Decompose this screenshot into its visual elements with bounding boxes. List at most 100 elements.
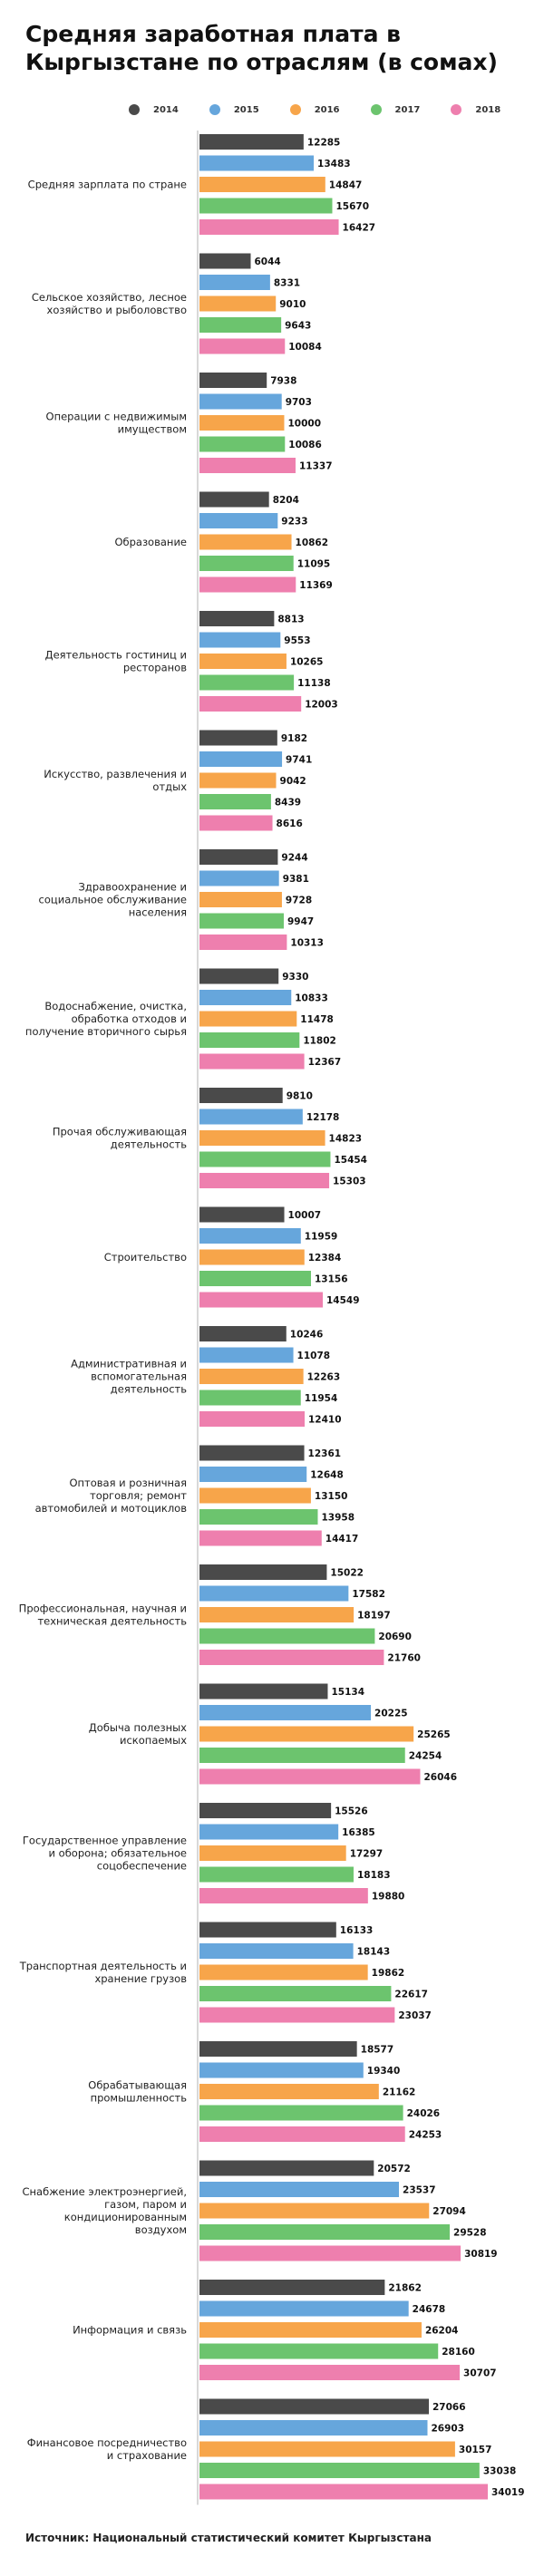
category-label: Профессиональная, научная и xyxy=(19,1603,187,1615)
data-label: 9042 xyxy=(280,776,306,787)
bar-2017 xyxy=(199,1151,331,1167)
bar-2016 xyxy=(199,2084,379,2099)
legend-item-2016: 2016 xyxy=(289,104,340,115)
data-label: 9182 xyxy=(281,733,307,744)
data-label: 26903 xyxy=(431,2424,464,2435)
bar-2015 xyxy=(199,870,279,886)
data-label: 23037 xyxy=(398,2010,432,2021)
data-label: 9947 xyxy=(287,916,314,927)
category-label: Операции с недвижимым xyxy=(46,411,187,423)
bar-2015 xyxy=(199,1705,372,1720)
category-label: кондиционированным xyxy=(64,2211,187,2223)
category-label: вспомогательная xyxy=(91,1370,187,1383)
legend-item-2018: 2018 xyxy=(451,104,500,115)
data-label: 16427 xyxy=(343,223,376,234)
data-label: 8331 xyxy=(274,278,300,289)
legend-item-2014: 2014 xyxy=(129,104,179,115)
bar-2014 xyxy=(199,1326,287,1341)
bar-2015 xyxy=(199,2420,428,2436)
bar-2018 xyxy=(199,2007,395,2023)
data-label: 9728 xyxy=(286,896,312,906)
bar-2015 xyxy=(199,1467,307,1482)
data-label: 30819 xyxy=(464,2249,498,2260)
data-label: 12285 xyxy=(307,138,341,149)
bar-2014 xyxy=(199,134,304,150)
category-label: Административная и xyxy=(71,1358,187,1370)
data-label: 10833 xyxy=(295,993,328,1004)
bar-2015 xyxy=(199,632,281,648)
category-group: Образование 8204 9233 10862 11095 11369 xyxy=(114,491,333,593)
category-group: Административная ивспомогательнаядеятель… xyxy=(71,1326,342,1427)
data-label: 22617 xyxy=(394,1990,428,2000)
data-label: 15022 xyxy=(330,1568,364,1579)
category-label: Снабжение электроэнергией, xyxy=(23,2185,188,2198)
bar-2014 xyxy=(199,1564,327,1580)
data-label: 25265 xyxy=(417,1729,451,1740)
bar-2016 xyxy=(199,534,292,550)
legend-label: 2014 xyxy=(153,104,179,115)
bar-2017 xyxy=(199,794,271,809)
data-label: 20572 xyxy=(377,2164,411,2174)
data-label: 9741 xyxy=(286,755,312,766)
data-label: 13156 xyxy=(315,1274,348,1285)
bar-2015 xyxy=(199,1109,303,1125)
legend-swatch xyxy=(209,104,220,115)
data-label: 11369 xyxy=(299,580,333,591)
data-label: 26046 xyxy=(423,1772,457,1783)
bar-2015 xyxy=(199,393,282,410)
data-label: 18197 xyxy=(357,1611,391,1622)
data-label: 10265 xyxy=(290,657,324,668)
bar-2018 xyxy=(199,338,286,354)
legend-swatch xyxy=(289,104,301,115)
data-label: 12361 xyxy=(308,1448,342,1459)
data-label: 8616 xyxy=(277,818,303,829)
data-label: 13483 xyxy=(317,159,351,169)
data-label: 18143 xyxy=(357,1947,391,1958)
bar-2016 xyxy=(199,1726,414,1742)
data-label: 16385 xyxy=(342,1827,375,1838)
bar-2014 xyxy=(199,1445,305,1461)
bar-2018 xyxy=(199,458,296,473)
data-label: 12263 xyxy=(307,1372,341,1383)
bar-2015 xyxy=(199,1347,294,1363)
data-label: 34019 xyxy=(491,2487,525,2498)
data-label: 15670 xyxy=(335,201,369,212)
data-label: 21862 xyxy=(388,2283,422,2294)
data-label: 12384 xyxy=(308,1253,342,1264)
category-label: обработка отходов и xyxy=(72,1012,187,1025)
category-label: Деятельность гостиниц и xyxy=(45,649,187,662)
bar-2016 xyxy=(199,1487,311,1504)
data-label: 11138 xyxy=(297,678,331,689)
category-group: Строительство 10007 11959 12384 13156 14549 xyxy=(104,1206,360,1308)
category-label: промышленность xyxy=(91,2092,188,2105)
data-label: 9643 xyxy=(285,321,311,332)
bar-2017 xyxy=(199,2463,480,2478)
category-label: Финансовое посредничество xyxy=(27,2436,187,2449)
category-group: Средняя зарплата по стране 12285 13483 1484… xyxy=(28,134,375,235)
bar-2014 xyxy=(199,2398,430,2415)
bar-2018 xyxy=(199,2484,488,2500)
category-label: Транспортная деятельность и xyxy=(19,1960,187,1972)
bar-2014 xyxy=(199,849,278,865)
bar-2016 xyxy=(199,1964,368,1980)
bar-2018 xyxy=(199,1888,368,1903)
data-label: 33038 xyxy=(483,2466,517,2477)
bar-2014 xyxy=(199,1803,332,1818)
data-label: 10007 xyxy=(288,1210,322,1221)
bar-2014 xyxy=(199,1922,336,1938)
bar-2014 xyxy=(199,491,269,508)
data-label: 10862 xyxy=(296,537,329,548)
bar-2016 xyxy=(199,1249,305,1265)
bar-2016 xyxy=(199,1607,355,1622)
category-label: деятельность xyxy=(111,1383,187,1396)
category-label: соцобеспечение xyxy=(97,1860,187,1873)
data-label: 24678 xyxy=(413,2304,446,2315)
category-label: Средняя зарплата по стране xyxy=(28,179,187,191)
category-group: Информация и связь 21862 24678 26204 28160 30… xyxy=(73,2280,497,2380)
data-label: 11337 xyxy=(299,461,333,472)
category-label: Сельское хозяйство, лесное xyxy=(32,291,187,304)
